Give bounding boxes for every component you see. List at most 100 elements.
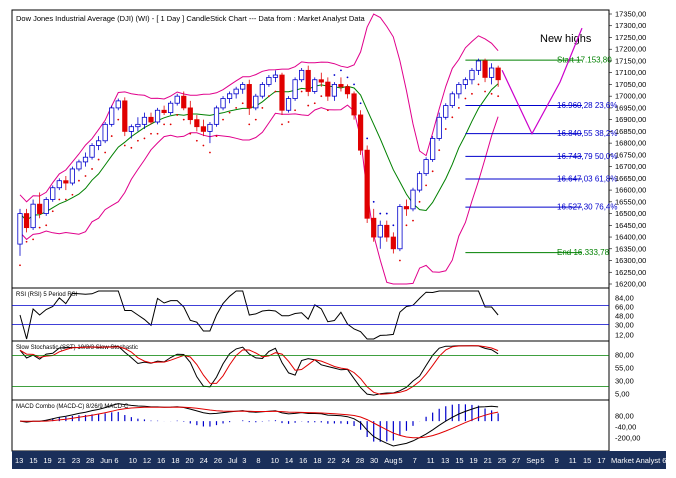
y-tick-label: 17300,00 xyxy=(615,21,646,30)
sar-dot xyxy=(261,107,264,109)
sar-dot xyxy=(163,123,166,126)
bollinger-upper xyxy=(19,13,499,203)
sar-dot xyxy=(176,114,179,116)
stochastic-panel xyxy=(11,340,610,401)
y-tick-label: 16850,00 xyxy=(615,127,646,136)
candle-body xyxy=(194,119,200,128)
candle-body xyxy=(377,224,383,238)
candle-body xyxy=(69,168,75,184)
sar-dot xyxy=(117,118,120,121)
sar-dot xyxy=(78,179,80,182)
date-tick-label: 16 xyxy=(157,456,165,465)
fib-label: 16.527,30 76,4% xyxy=(557,203,618,212)
y-tick-label: 17050,00 xyxy=(615,80,646,89)
date-tick-label: 18 xyxy=(171,456,179,465)
sar-dot xyxy=(464,97,467,100)
y-tick-label: 16650,00 xyxy=(615,174,646,183)
sar-dot xyxy=(222,118,224,121)
candle-body xyxy=(154,109,161,123)
date-tick-label: 23 xyxy=(72,456,80,465)
date-tick-label: 16 xyxy=(299,456,307,465)
sar-dot xyxy=(32,238,34,241)
sar-dot xyxy=(490,92,493,95)
y-tick-label: 16600,00 xyxy=(615,186,646,195)
indicator-tick-label: 30,00 xyxy=(615,321,634,330)
candle-body xyxy=(456,84,462,95)
indicator-tick-label: 84,00 xyxy=(615,294,634,303)
y-tick-label: 16900,00 xyxy=(615,115,646,124)
date-tick-label: 20 xyxy=(185,456,193,465)
candle-body xyxy=(331,84,338,97)
rsi-panel-title: RSI (RSI) 5 Period RSI xyxy=(16,292,78,298)
y-tick-label: 16550,00 xyxy=(615,197,646,206)
indicator-tick-label: 55,00 xyxy=(615,364,634,373)
date-tick-label: 12 xyxy=(143,456,151,465)
date-tick-label: 15 xyxy=(583,456,591,465)
candle-body xyxy=(430,138,436,160)
sar-dot xyxy=(19,264,21,267)
candle-body xyxy=(292,79,298,99)
sar-dot xyxy=(104,151,107,154)
candle-body xyxy=(285,98,292,111)
sar-dot xyxy=(477,83,480,86)
y-tick-label: 17350,00 xyxy=(615,10,646,19)
date-tick-label: 10 xyxy=(271,456,279,465)
candle-body xyxy=(102,123,108,142)
sar-dot xyxy=(399,259,401,262)
sar-dot xyxy=(143,137,146,140)
new-highs-annotation: New highs xyxy=(540,33,592,45)
y-tick-label: 16350,00 xyxy=(615,244,646,253)
sar-dot xyxy=(471,92,473,95)
date-tick-label: Sep xyxy=(526,456,539,465)
date-tick-label: 17 xyxy=(597,456,605,465)
sar-dot xyxy=(241,102,244,105)
candle-body xyxy=(390,236,396,250)
candle-body xyxy=(168,102,174,114)
date-tick-label: 26 xyxy=(214,456,222,465)
candle-body xyxy=(279,74,285,111)
candle-body xyxy=(312,79,318,92)
date-tick-label: 24 xyxy=(200,456,208,465)
sar-dot xyxy=(444,128,447,130)
sar-dot xyxy=(497,95,500,98)
sar-dot xyxy=(156,132,159,135)
candle-body xyxy=(122,100,128,132)
indicator-tick-label: 48,00 xyxy=(615,312,634,321)
date-tick-label: 7 xyxy=(413,456,417,465)
candle-body xyxy=(443,105,449,118)
candle-body xyxy=(96,140,102,146)
date-tick-label: Aug xyxy=(384,456,397,465)
y-tick-label: 16950,00 xyxy=(615,103,646,112)
candle-body xyxy=(148,116,154,123)
sar-dot xyxy=(235,107,238,109)
rsi-line xyxy=(19,290,499,340)
sar-dot xyxy=(25,240,28,243)
sar-dot xyxy=(372,200,375,203)
date-tick-label: 9 xyxy=(555,456,559,465)
sar-dot xyxy=(202,144,205,147)
y-tick-label: 16800,00 xyxy=(615,139,646,148)
fib-label: 16.743,79 50,0% xyxy=(557,152,618,161)
y-tick-label: 17000,00 xyxy=(615,92,646,101)
date-tick-label: 22 xyxy=(327,456,335,465)
sar-dot xyxy=(431,170,434,173)
y-tick-label: 16500,00 xyxy=(615,209,646,218)
date-tick-label: 10 xyxy=(129,456,137,465)
sar-dot xyxy=(326,109,329,112)
sar-dot xyxy=(91,168,93,170)
sar-dot xyxy=(169,123,172,126)
candle-body xyxy=(410,189,416,210)
candle-body xyxy=(436,116,442,139)
sar-dot xyxy=(150,132,152,135)
candle-body xyxy=(246,84,252,109)
sar-dot xyxy=(254,118,257,121)
date-tick-label: 21 xyxy=(58,456,66,465)
y-tick-label: 16750,00 xyxy=(615,150,646,159)
y-tick-label: 16250,00 xyxy=(615,268,646,277)
indicator-tick-label: 80,00 xyxy=(615,412,634,421)
indicator-tick-label: 5,00 xyxy=(615,390,630,399)
candle-body xyxy=(305,69,311,92)
date-tick-label: 25 xyxy=(498,456,506,465)
sar-dot xyxy=(248,123,251,126)
